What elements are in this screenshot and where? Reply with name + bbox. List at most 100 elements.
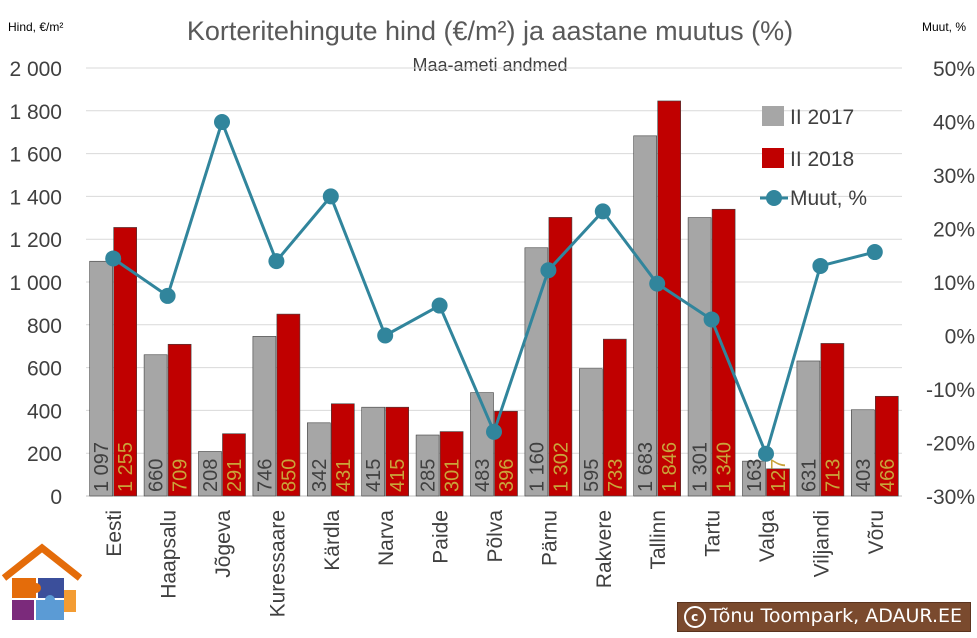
- logo-piece-knob-2: [45, 595, 55, 605]
- data-label-2017: 415: [363, 459, 385, 492]
- category-label: Kuressaare: [266, 510, 289, 617]
- bar-2018: [820, 343, 845, 497]
- change-point: [649, 275, 666, 292]
- data-label-2018: 850: [278, 459, 300, 492]
- bar-2017: [633, 135, 658, 497]
- bar-2017: [143, 354, 168, 497]
- data-label-2018: 709: [170, 459, 192, 492]
- bar-2017: [415, 434, 440, 497]
- data-label-2018: 1 846: [659, 442, 681, 492]
- right-tick-label: -10%: [926, 379, 975, 402]
- data-label-2017: 660: [146, 459, 168, 492]
- data-label-2018: 466: [877, 459, 899, 492]
- legend-marker-change: [766, 190, 782, 206]
- data-label-2018: 301: [442, 459, 464, 492]
- bar-2017: [306, 422, 331, 497]
- category-label: Pärnu: [538, 510, 561, 566]
- category-label: Paide: [430, 510, 453, 564]
- left-tick-label: 2 000: [9, 58, 62, 81]
- change-point: [159, 287, 176, 304]
- right-tick-label: 20%: [933, 219, 975, 242]
- logo-roof: [1, 543, 83, 581]
- change-point: [214, 114, 230, 131]
- category-label: Jõgeva: [212, 510, 235, 578]
- right-tick-label: 30%: [933, 165, 975, 188]
- bar-2018: [330, 403, 355, 497]
- legend-swatch-2018: [762, 148, 784, 168]
- data-label-2017: 1 683: [635, 442, 657, 492]
- data-label-2017: 403: [853, 459, 875, 492]
- data-label-2018: 431: [333, 459, 355, 492]
- data-label-2018: 1 255: [115, 442, 137, 492]
- bar-2018: [222, 433, 246, 497]
- right-tick-label: 10%: [933, 272, 975, 295]
- change-point: [703, 311, 720, 328]
- data-label-2018: 291: [224, 459, 246, 492]
- data-label-2018: 396: [496, 459, 518, 492]
- legend-label-2018: II 2018: [790, 148, 854, 171]
- change-point: [486, 423, 502, 440]
- left-axis-ticks: 0 200 400 600 800 1 000 1 200 1 400 1 600 1 800 2 …: [9, 58, 62, 509]
- category-label: Tartu: [702, 510, 725, 557]
- logo-piece-blue: [38, 578, 64, 598]
- bar-2017: [578, 368, 603, 497]
- legend-label-2017: II 2017: [790, 106, 854, 129]
- bar-2017: [361, 406, 386, 497]
- bar-2017: [687, 217, 712, 497]
- bar-2017: [524, 247, 549, 497]
- change-line: [105, 114, 883, 462]
- change-point: [758, 445, 774, 462]
- data-label-2017: 342: [309, 459, 331, 492]
- bar-2017: [198, 451, 222, 497]
- data-label-2018: 713: [822, 459, 844, 492]
- legend: II 2017 II 2018 Muut, %: [760, 106, 867, 210]
- bar-2018: [385, 406, 410, 497]
- bars: [89, 100, 899, 497]
- logo-piece-orange-2: [64, 590, 76, 612]
- change-point: [431, 297, 448, 314]
- bar-data-labels: 1 097 1 255 660 709 208 291 746 850 342 431 415 415…: [91, 442, 899, 492]
- data-label-2018: 415: [387, 459, 409, 492]
- credit-text: Tõnu Toompark, ADAUR.EE: [709, 605, 962, 627]
- change-point: [594, 203, 611, 220]
- logo-piece-knob-1: [31, 583, 41, 593]
- category-label: Viljandi: [810, 510, 833, 577]
- copyright-icon: c: [683, 606, 706, 628]
- data-label-2018: 1 340: [714, 442, 736, 492]
- bar-2018: [548, 217, 573, 497]
- left-tick-label: 800: [27, 315, 62, 338]
- data-label-2017: 1 160: [526, 442, 548, 492]
- category-label: Rakvere: [593, 510, 616, 588]
- data-label-2017: 595: [581, 459, 603, 492]
- left-tick-label: 1 600: [9, 144, 62, 167]
- change-point: [322, 188, 339, 205]
- right-axis-title: Muut, %: [922, 20, 966, 34]
- category-labels: Eesti Haapsalu Jõgeva Kuressaare Kärdla Narva…: [103, 510, 888, 618]
- left-tick-label: 200: [27, 443, 62, 466]
- bar-2017: [89, 260, 113, 497]
- bar-2018: [167, 343, 192, 497]
- legend-label-change: Muut, %: [790, 187, 867, 210]
- data-label-2017: 631: [798, 459, 820, 492]
- category-label: Eesti: [103, 510, 126, 557]
- bar-2018: [766, 468, 790, 497]
- left-tick-label: 1 200: [9, 229, 62, 252]
- data-label-2017: 208: [200, 459, 222, 492]
- change-point: [268, 253, 285, 270]
- data-label-2017: 285: [418, 459, 440, 492]
- bar-2018: [113, 227, 137, 497]
- left-tick-label: 1 800: [9, 101, 62, 124]
- bar-2018: [276, 313, 301, 497]
- bar-2018: [874, 395, 899, 497]
- change-point: [540, 262, 557, 279]
- credit-badge: c Tõnu Toompark, ADAUR.EE: [676, 602, 971, 632]
- data-label-2017: 1 097: [91, 442, 113, 492]
- category-label: Tallinn: [647, 510, 670, 570]
- left-tick-label: 0: [50, 486, 62, 509]
- change-point: [105, 250, 122, 267]
- data-label-2017: 163: [744, 459, 766, 492]
- chart-subtitle: Maa-ameti andmed: [412, 55, 567, 75]
- category-label: Kärdla: [321, 510, 344, 571]
- data-label-2018: 733: [605, 459, 627, 492]
